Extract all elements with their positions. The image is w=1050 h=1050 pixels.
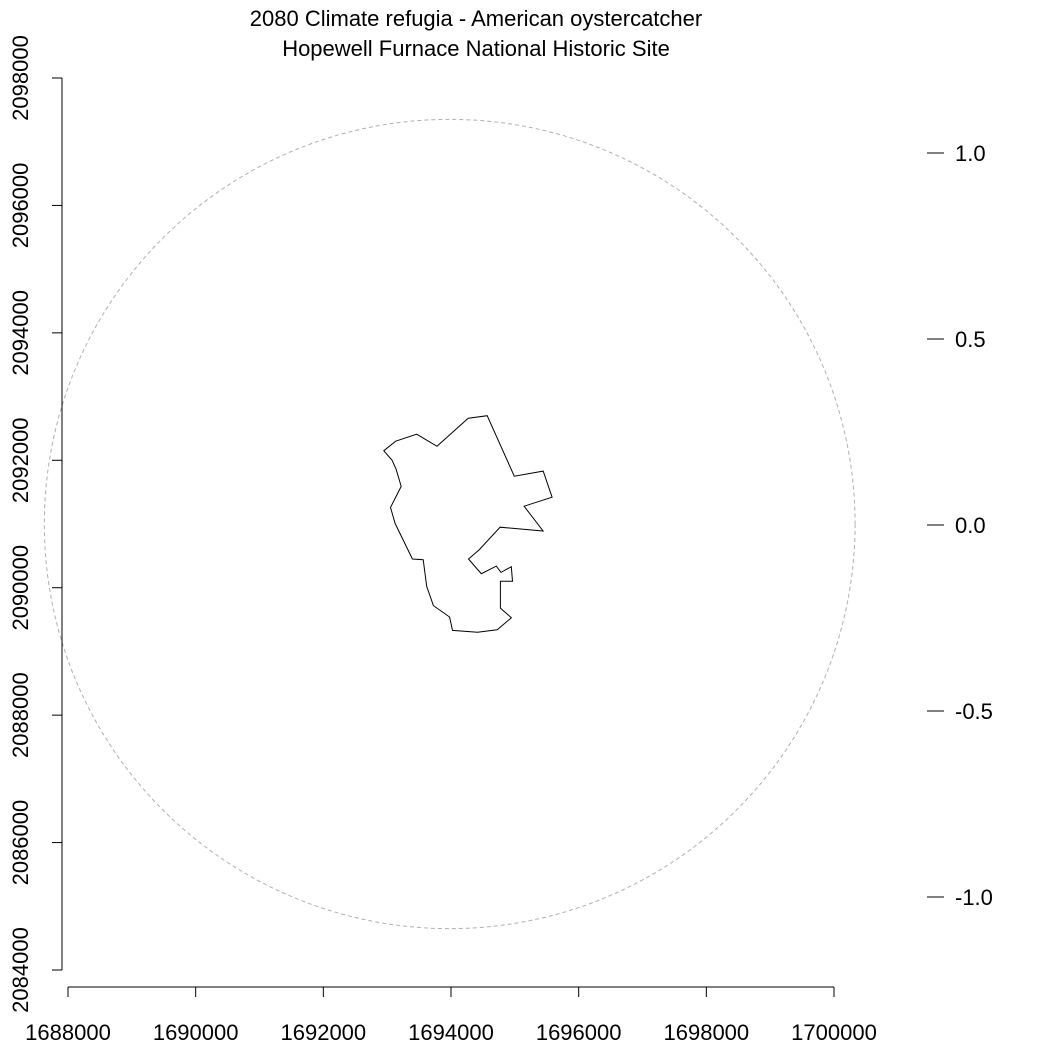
buffer-circle-layer (43, 118, 856, 930)
park-boundary-polygon (383, 415, 553, 633)
y-tick-label: 2094000 (8, 290, 33, 376)
park-boundary-layer (383, 415, 553, 633)
y-tick-label: 2098000 (8, 35, 33, 121)
y-tick-label: 2090000 (8, 545, 33, 631)
x-axis: 1688000 1690000 1692000 1694000 1696000 16980… (25, 986, 877, 1045)
y-tick-label: 2092000 (8, 417, 33, 503)
x-tick-label: 1698000 (664, 1020, 750, 1045)
map-subtitle-line-2: Hopewell Furnace National Historic Site (282, 36, 670, 61)
y-axis: 2084000 2086000 2088000 2090000 2092000 20940… (8, 35, 63, 1013)
y-tick-label: 2086000 (8, 800, 33, 886)
legend-tick-label: 1.0 (955, 141, 986, 166)
y-tick-label: 2084000 (8, 927, 33, 1013)
x-tick-label: 1688000 (25, 1020, 111, 1045)
x-tick-label: 1690000 (153, 1020, 239, 1045)
x-tick-label: 1696000 (536, 1020, 622, 1045)
legend-scale-axis: 1.0 0.5 0.0 -0.5 -1.0 (927, 141, 993, 910)
x-tick-label: 1700000 (791, 1020, 877, 1045)
buffer-circle (43, 118, 856, 930)
x-tick-label: 1694000 (408, 1020, 494, 1045)
y-tick-label: 2096000 (8, 163, 33, 249)
legend-tick-label: 0.5 (955, 327, 986, 352)
legend-tick-label: -0.5 (955, 699, 993, 724)
y-tick-label: 2088000 (8, 672, 33, 758)
legend-tick-label: -1.0 (955, 885, 993, 910)
map-title-line-1: 2080 Climate refugia - American oysterca… (250, 6, 702, 31)
x-tick-label: 1692000 (281, 1020, 367, 1045)
legend-tick-label: 0.0 (955, 513, 986, 538)
